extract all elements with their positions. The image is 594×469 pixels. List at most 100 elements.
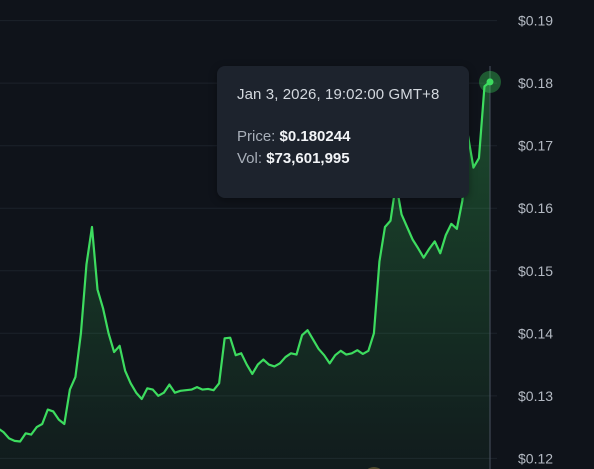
- price-point: [135, 392, 137, 394]
- price-point: [235, 354, 237, 356]
- price-point: [80, 332, 82, 334]
- price-point: [445, 234, 447, 236]
- price-point: [3, 431, 5, 433]
- price-point: [312, 339, 314, 341]
- price-point: [47, 409, 49, 411]
- price-point: [108, 332, 110, 334]
- price-point: [113, 351, 115, 353]
- price-point: [329, 362, 331, 364]
- price-point: [345, 354, 347, 356]
- price-point: [58, 419, 60, 421]
- price-point: [456, 228, 458, 230]
- price-point: [240, 352, 242, 354]
- price-point: [412, 239, 414, 241]
- price-point: [461, 200, 463, 202]
- y-tick-label: $0.19: [518, 13, 553, 29]
- price-point: [163, 392, 165, 394]
- price-point: [25, 432, 27, 434]
- price-point: [401, 213, 403, 215]
- price-point: [202, 389, 204, 391]
- price-point: [14, 440, 16, 442]
- price-point: [323, 354, 325, 356]
- y-tick-label: $0.13: [518, 388, 553, 404]
- price-point: [423, 257, 425, 259]
- tooltip-price-row: Price: $0.180244: [237, 128, 449, 145]
- price-point: [273, 365, 275, 367]
- price-point: [351, 352, 353, 354]
- price-point: [417, 247, 419, 249]
- price-point: [207, 388, 209, 390]
- price-point: [185, 389, 187, 391]
- y-tick-label: $0.12: [518, 450, 553, 466]
- price-point: [218, 382, 220, 384]
- tooltip-vol-label: Vol:: [237, 150, 263, 167]
- tooltip-date: Jan 3, 2026, 19:02:00 GMT+8: [237, 86, 440, 103]
- price-point: [246, 364, 248, 366]
- price-point: [307, 329, 309, 331]
- price-point: [406, 226, 408, 228]
- price-point: [378, 260, 380, 262]
- tooltip-price-label: Price:: [237, 128, 276, 145]
- price-point: [102, 307, 104, 309]
- price-point: [19, 440, 21, 442]
- price-point: [428, 248, 430, 250]
- price-point: [367, 350, 369, 352]
- price-point: [152, 389, 154, 391]
- price-point: [257, 364, 259, 366]
- price-point: [251, 373, 253, 375]
- price-point: [284, 356, 286, 358]
- price-point: [74, 376, 76, 378]
- price-point: [85, 264, 87, 266]
- price-point: [52, 410, 54, 412]
- y-tick-label: $0.15: [518, 263, 553, 279]
- y-tick-label: $0.18: [518, 75, 553, 91]
- price-point: [91, 226, 93, 228]
- price-point: [268, 364, 270, 366]
- price-point: [262, 359, 264, 361]
- price-point: [69, 389, 71, 391]
- price-point: [290, 352, 292, 354]
- price-point: [97, 289, 99, 291]
- highlight-point[interactable]: [486, 78, 494, 86]
- y-tick-label: $0.14: [518, 325, 553, 341]
- price-point: [434, 240, 436, 242]
- price-line: [0, 80, 492, 443]
- price-point: [130, 382, 132, 384]
- price-point: [157, 395, 159, 397]
- price-point: [439, 252, 441, 254]
- price-point: [41, 423, 43, 425]
- price-point: [213, 389, 215, 391]
- tooltip-vol-row: Vol: $73,601,995: [237, 150, 449, 167]
- price-point: [190, 389, 192, 391]
- price-point: [146, 387, 148, 389]
- price-point: [478, 157, 480, 159]
- y-tick-label: $0.17: [518, 138, 553, 154]
- price-point: [141, 398, 143, 400]
- price-point: [296, 354, 298, 356]
- price-point: [168, 384, 170, 386]
- price-point: [301, 334, 303, 336]
- price-point: [224, 337, 226, 339]
- price-point: [389, 220, 391, 222]
- price-point: [174, 392, 176, 394]
- price-point: [63, 423, 65, 425]
- tooltip-price-value: $0.180244: [279, 128, 351, 145]
- price-point: [119, 345, 121, 347]
- price-point: [8, 437, 10, 439]
- price-point: [472, 167, 474, 169]
- price-tooltip: Jan 3, 2026, 19:02:00 GMT+8 Price: $0.18…: [217, 66, 469, 198]
- price-point: [373, 332, 375, 334]
- price-point: [279, 362, 281, 364]
- price-point: [356, 349, 358, 351]
- price-point: [196, 386, 198, 388]
- price-point: [384, 226, 386, 228]
- price-point: [179, 390, 181, 392]
- price-point: [229, 337, 231, 339]
- y-tick-label: $0.16: [518, 200, 553, 216]
- price-point: [450, 223, 452, 225]
- price-point: [124, 370, 126, 372]
- tooltip-vol-value: $73,601,995: [266, 150, 350, 167]
- y-axis: $0.19 $0.18 $0.17 $0.16 $0.15 $0.14 $0.13 $0.12: [518, 13, 553, 467]
